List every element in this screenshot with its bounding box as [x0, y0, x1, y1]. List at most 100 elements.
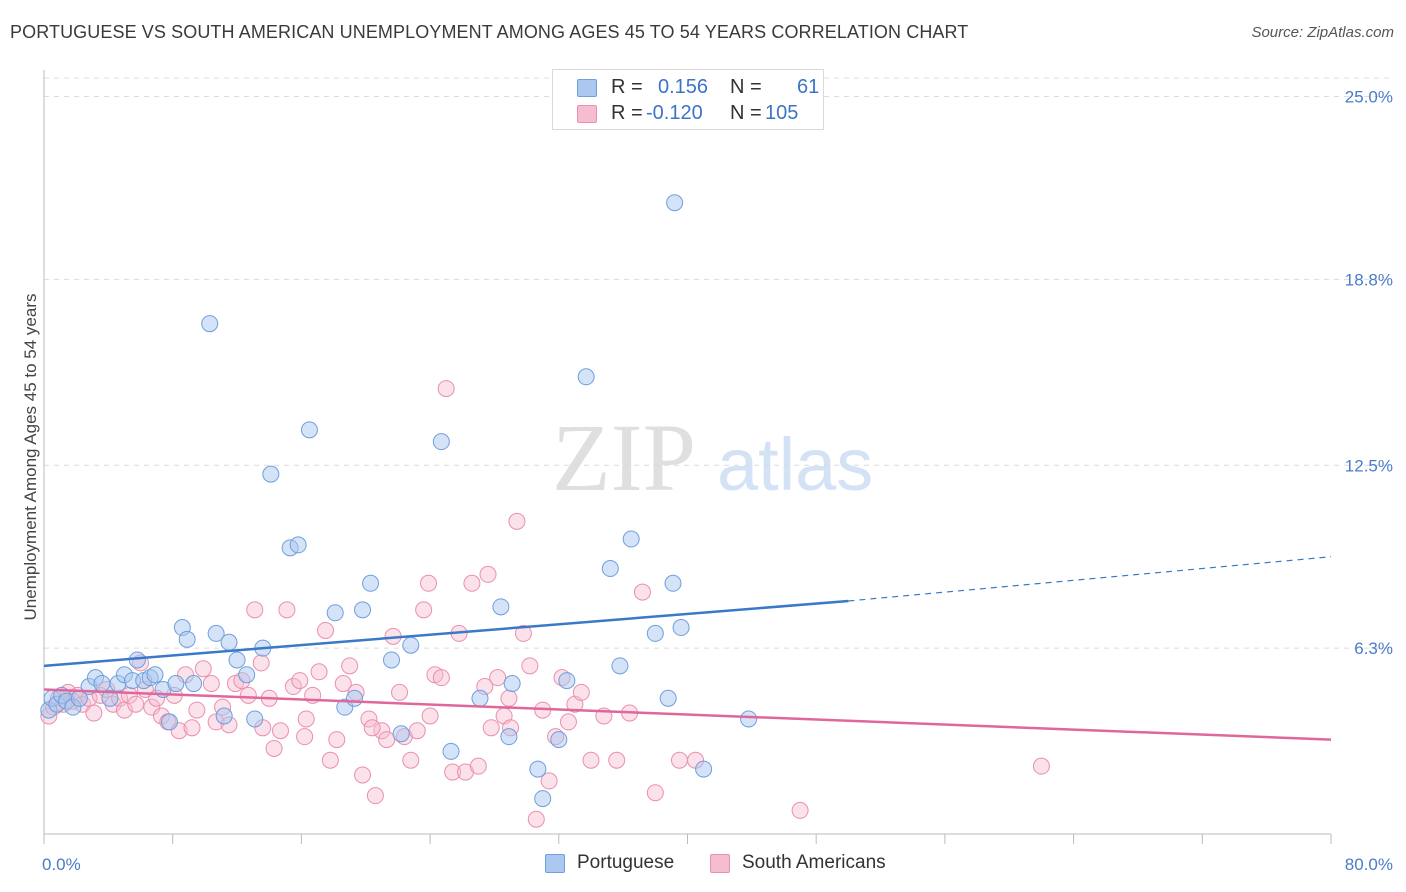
legend-r-label: R = — [611, 76, 643, 98]
portuguese-point — [201, 315, 219, 333]
portuguese-point — [529, 760, 547, 778]
south-americans-point — [500, 689, 518, 707]
south-americans-point — [360, 710, 378, 728]
south-americans-point — [246, 601, 264, 619]
south-americans-point — [670, 751, 688, 769]
y-tick-labels: 6.3% 12.5% 18.8% 25.0% — [1345, 88, 1393, 659]
south-americans-point — [194, 660, 212, 678]
portuguese-point — [362, 574, 380, 592]
portuguese-point — [382, 651, 400, 669]
y-tick-label: 18.8% — [1345, 270, 1393, 289]
portuguese-point — [220, 633, 238, 651]
watermark-atlas: atlas — [717, 423, 873, 506]
south-americans-point — [514, 624, 532, 642]
south-americans-point — [408, 722, 426, 740]
chart-source: Source: ZipAtlas.com — [1251, 24, 1394, 41]
legend-n-value: 105 — [765, 102, 799, 124]
south-americans-point — [444, 763, 462, 781]
south-americans-point — [1032, 757, 1050, 775]
south-americans-point — [366, 787, 384, 805]
south-americans-point — [559, 713, 577, 731]
south-americans-point — [540, 772, 558, 790]
south-americans-point — [646, 784, 664, 802]
legend-n-value: 61 — [797, 76, 820, 98]
portuguese-point — [664, 574, 682, 592]
south-americans-point — [527, 810, 545, 828]
y-axis-title: Unemployment Among Ages 45 to 54 years — [21, 294, 40, 621]
portuguese-label: Portuguese — [577, 852, 675, 873]
x-ticks — [43, 834, 1332, 844]
legend-n-label: N = — [730, 76, 762, 98]
south-americans-point — [373, 722, 391, 740]
south-americans-point — [328, 731, 346, 749]
portuguese-point — [601, 560, 619, 578]
portuguese-point — [740, 710, 758, 728]
south-americans-point — [378, 731, 396, 749]
south-americans-point — [252, 654, 270, 672]
portuguese-point — [215, 707, 233, 725]
series-legend: Portuguese South Americans — [0, 852, 1406, 878]
south-americans-point — [521, 657, 539, 675]
legend-swatch-pink — [577, 105, 597, 123]
portuguese-point — [392, 725, 410, 743]
y-tick-label: 12.5% — [1345, 456, 1393, 475]
portuguese-point — [402, 636, 420, 654]
portuguese-trend-extension — [848, 556, 1332, 602]
portuguese-point — [558, 672, 576, 690]
portuguese-swatch — [545, 854, 565, 873]
y-tick-label: 6.3% — [1354, 639, 1393, 658]
portuguese-point — [659, 689, 677, 707]
south-americans-point — [341, 657, 359, 675]
south-americans-point — [508, 512, 526, 530]
portuguese-point — [550, 731, 568, 749]
portuguese-point — [345, 689, 363, 707]
south-americans-point — [391, 683, 409, 701]
legend-swatch-blue — [577, 79, 597, 97]
correlation-legend: R = 0.156 N = 61 R = -0.120 N = 105 — [552, 69, 824, 130]
south-americans-point — [127, 695, 145, 713]
y-tick-label: 25.0% — [1345, 88, 1393, 107]
south-americans-point — [183, 719, 201, 737]
portuguese-point — [300, 421, 318, 439]
south-americans-point — [143, 698, 161, 716]
south-americans-point — [572, 683, 590, 701]
south-americans-point — [188, 701, 206, 719]
south-americans-point — [354, 766, 372, 784]
portuguese-point — [93, 675, 111, 693]
south-americans-point — [463, 574, 481, 592]
zipatlas-watermark: ZIP atlas — [552, 404, 873, 511]
portuguese-point — [228, 651, 246, 669]
portuguese-point — [672, 619, 690, 637]
portuguese-point — [326, 604, 344, 622]
portuguese-point — [101, 689, 119, 707]
portuguese-point — [611, 657, 629, 675]
portuguese-point — [695, 760, 713, 778]
portuguese-point — [207, 624, 225, 642]
south-americans-point — [469, 757, 487, 775]
portuguese-point — [289, 536, 307, 554]
south-americans-points — [40, 380, 1050, 828]
portuguese-point — [534, 790, 552, 808]
portuguese-point — [492, 598, 510, 616]
south-americans-point — [419, 574, 437, 592]
x-tick-label-max: 80.0% — [1345, 855, 1393, 874]
south-americans-point — [321, 751, 339, 769]
portuguese-point — [432, 433, 450, 451]
south-americans-point — [432, 669, 450, 687]
legend-r-value: -0.120 — [646, 102, 703, 124]
south-americans-point — [608, 751, 626, 769]
south-americans-point — [482, 719, 500, 737]
portuguese-trend-line — [43, 599, 849, 668]
south-americans-point — [791, 801, 809, 819]
legend-r-value: 0.156 — [658, 76, 709, 98]
portuguese-point — [160, 713, 178, 731]
x-tick-label-min: 0.0% — [42, 855, 81, 874]
portuguese-point — [185, 675, 203, 693]
portuguese-point — [622, 530, 640, 548]
south-americans-point — [202, 675, 220, 693]
south-americans-point — [278, 601, 296, 619]
south-americans-swatch — [710, 854, 730, 873]
portuguese-point — [500, 728, 518, 746]
south-americans-point — [284, 678, 302, 696]
south-americans-point — [582, 751, 600, 769]
